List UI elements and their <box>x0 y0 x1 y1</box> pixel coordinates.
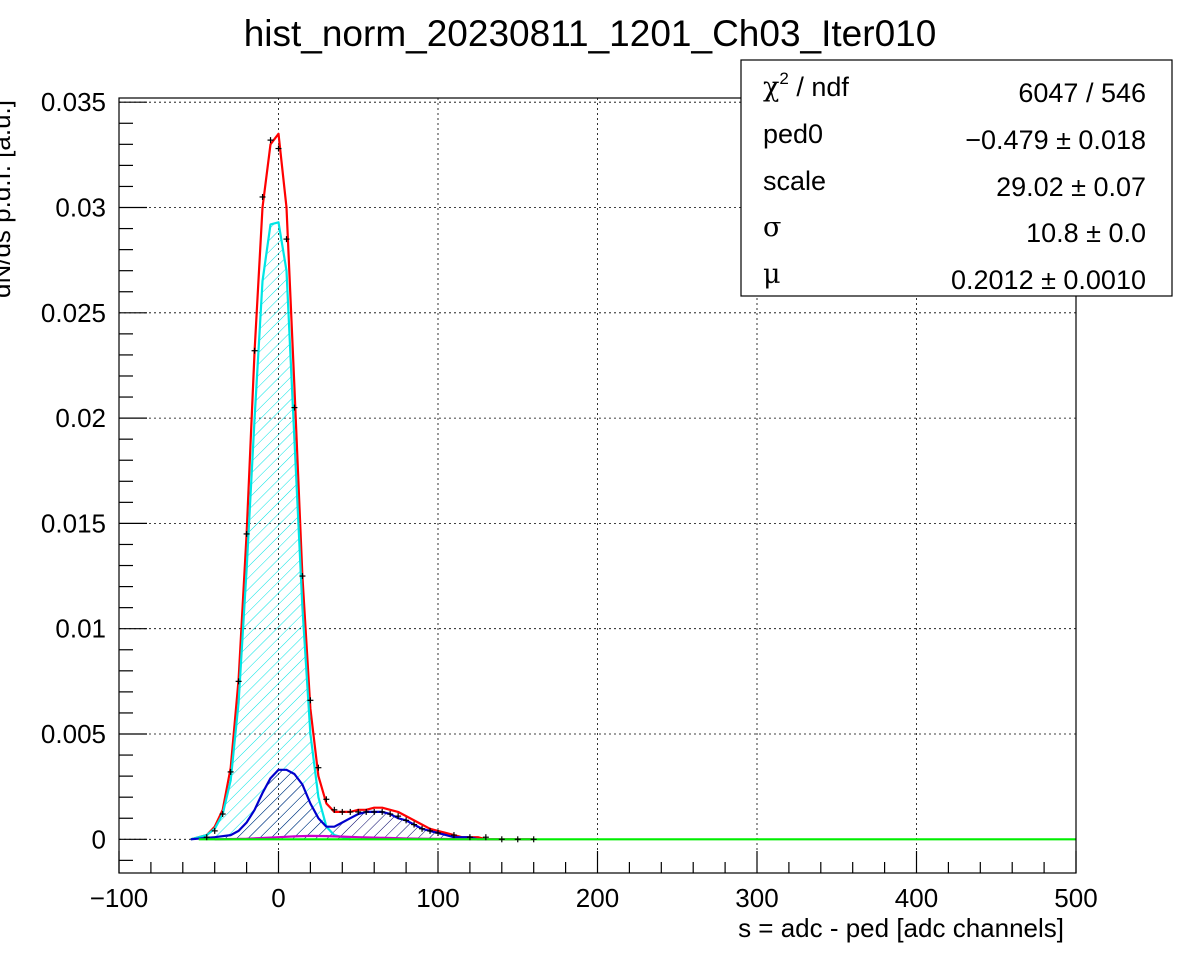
x-tick-label: 100 <box>416 883 459 913</box>
stats-row-label: σ <box>763 212 781 243</box>
x-axis-label: s = adc - ped [adc channels] <box>738 913 1064 943</box>
y-tick-label: 0.01 <box>55 614 106 644</box>
y-tick-label: 0.035 <box>41 87 106 117</box>
component-fill-area <box>190 769 486 840</box>
y-tick-label: 0.015 <box>41 508 106 538</box>
y-axis-label: dN/ds p.d.f. [a.u.] <box>0 100 16 298</box>
y-tick-label: 0.005 <box>41 719 106 749</box>
x-tick-label: 200 <box>576 883 619 913</box>
stats-row-value: 0.2012 ± 0.0010 <box>951 265 1146 295</box>
fit-curves <box>190 132 1076 841</box>
x-tick-label: −100 <box>90 883 149 913</box>
axis-ticks <box>118 101 1077 873</box>
component-fills <box>190 222 486 840</box>
y-tick-labels: 0 0.005 0.01 0.015 0.02 0.025 0.03 0.035 <box>41 87 106 854</box>
component-fill-area <box>190 222 351 840</box>
stats-box-frame <box>740 59 1173 297</box>
chart-title: hist_norm_20230811_1201_Ch03_Iter010 <box>244 13 937 54</box>
y-tick-label: 0.03 <box>55 193 106 223</box>
y-tick-label: 0.02 <box>55 403 106 433</box>
stats-row-label: scale <box>763 166 826 196</box>
x-tick-label: 0 <box>271 883 285 913</box>
x-tick-label: 500 <box>1054 883 1097 913</box>
stats-row-label: ped0 <box>763 119 823 149</box>
x-tick-labels: −100 0 100 200 300 400 500 <box>90 883 1098 913</box>
stats-row-value: 29.02 ± 0.07 <box>996 172 1146 202</box>
series-line <box>190 768 486 841</box>
stats-row-value: −0.479 ± 0.018 <box>965 125 1146 155</box>
stats-row-value: 6047 / 546 <box>1018 78 1146 108</box>
series-line <box>190 221 351 841</box>
stats-row-label: χ2 / ndf <box>763 69 849 103</box>
x-tick-label: 400 <box>895 883 938 913</box>
y-tick-label: 0 <box>92 824 106 854</box>
fit-stats-box: χ2 / ndf 6047 / 546 ped0 −0.479 ± 0.018 scal… <box>740 59 1173 297</box>
data-points <box>203 137 537 843</box>
stats-row-value: 10.8 ± 0.0 <box>1026 218 1146 248</box>
stats-row-label: μ <box>763 259 781 290</box>
x-tick-label: 300 <box>735 883 778 913</box>
y-tick-label: 0.025 <box>41 298 106 328</box>
